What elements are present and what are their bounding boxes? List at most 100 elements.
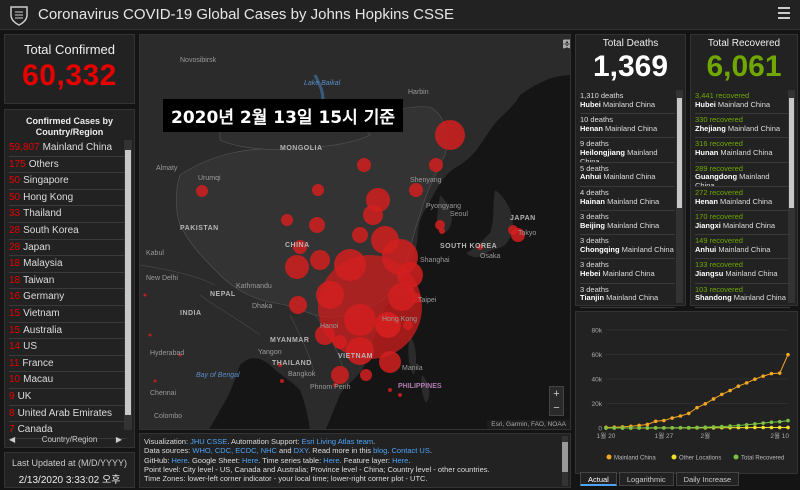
recovered-list-item[interactable]: 289 recovered Guangdong Mainland China	[695, 163, 790, 187]
zoom-out-button[interactable]: −	[553, 402, 560, 414]
deaths-list-item[interactable]: 3 deaths Hebei Mainland China	[580, 259, 675, 284]
zoom-control: + −	[549, 386, 564, 416]
country-case-count: 18	[9, 274, 21, 286]
total-deaths-value: 1,369	[592, 50, 669, 83]
data-point	[645, 426, 650, 430]
info-link[interactable]: WHO, CDC, ECDC, NHC	[192, 446, 277, 456]
recovered-scrollbar[interactable]	[788, 90, 795, 303]
country-list-item[interactable]: 7 Canada	[9, 422, 127, 439]
deaths-count: 1,310 deaths	[580, 91, 624, 100]
recovered-place: Hubei	[695, 99, 716, 109]
country-list-item[interactable]: 14 US	[9, 339, 127, 356]
deaths-list-item[interactable]: 4 deaths Hainan Mainland China	[580, 187, 675, 211]
map-label: Dhaka	[252, 303, 273, 310]
deaths-list-item[interactable]: 3 deaths Tianjin Mainland China	[580, 284, 675, 308]
country-list-scrollbar[interactable]	[124, 140, 132, 430]
deaths-count: 4 deaths	[580, 187, 609, 197]
info-line: Point level: City level - US, Canada and…	[144, 465, 566, 474]
chart-tab[interactable]: Logarithmic	[618, 472, 674, 486]
info-link[interactable]: Contact US	[391, 446, 430, 456]
map-label: INDIA	[180, 310, 202, 317]
info-link[interactable]: Here	[392, 455, 409, 465]
info-link[interactable]: DXY	[293, 446, 309, 456]
data-point	[728, 424, 732, 428]
chart-tabs: Actual Logarithmic Daily Increase	[580, 472, 740, 486]
country-list-item[interactable]: 10 Macau	[9, 372, 127, 389]
deaths-list-item[interactable]: 9 deaths Heilongjiang Mainland China	[580, 138, 675, 163]
country-list-item[interactable]: 50 Singapore	[9, 173, 127, 190]
country-list-item[interactable]: 28 Japan	[9, 240, 127, 257]
country-name: Singapore	[23, 175, 69, 187]
info-link[interactable]: Here	[171, 455, 188, 465]
recovered-list-item[interactable]: 170 recovered Jiangxi Mainland China	[695, 211, 790, 236]
country-list-item[interactable]: 18 Malaysia	[9, 256, 127, 273]
deaths-list-item[interactable]: 3 deaths Chongqing Mainland China	[580, 235, 675, 260]
prev-page-icon[interactable]: ◀	[9, 435, 16, 444]
map-label: New Delhi	[146, 275, 178, 282]
info-text: Data sources:	[144, 446, 193, 456]
country-list-item[interactable]: 18 Taiwan	[9, 273, 127, 290]
country-list-item[interactable]: 175 Others	[9, 157, 127, 174]
info-link[interactable]: JHU CSSE	[190, 437, 228, 446]
next-page-icon[interactable]: ▶	[115, 435, 122, 444]
info-link[interactable]: blog	[373, 446, 388, 456]
map-label: Kathmandu	[236, 283, 272, 290]
world-map[interactable]: Novosibirsk Lake Baikal MONGOLIA Harbin Shen…	[139, 34, 571, 430]
deaths-list-item[interactable]: 1,310 deaths Hubei Mainland China	[580, 90, 675, 115]
map-label: Phnom Penh	[310, 384, 351, 391]
country-case-count: 50	[9, 191, 21, 203]
total-confirmed-panel: Total Confirmed 60,332	[4, 34, 135, 104]
deaths-list-item[interactable]: 3 deaths Beijing Mainland China	[580, 211, 675, 236]
recovered-list-item[interactable]: 133 recovered Jiangsu Mainland China	[695, 259, 790, 284]
basemap-gallery-icon[interactable]	[562, 39, 571, 49]
legend-swatch	[671, 454, 677, 460]
info-scrollbar[interactable]	[562, 436, 568, 486]
country-list-item[interactable]: 9 UK	[9, 389, 127, 406]
recovered-list-item[interactable]: 149 recovered Anhui Mainland China	[695, 235, 790, 260]
info-link[interactable]: Here	[241, 455, 259, 465]
data-point	[777, 425, 782, 430]
deaths-scrollbar[interactable]	[676, 90, 683, 303]
info-text: . Time series table:	[258, 455, 324, 465]
country-list-item[interactable]: 11 France	[9, 356, 127, 373]
hamburger-menu-icon[interactable]	[778, 7, 790, 19]
map-label: Chennai	[150, 390, 177, 397]
country-list-item[interactable]: 59,807 Mainland China	[9, 140, 127, 157]
case-bubbles[interactable]	[143, 120, 526, 397]
recovered-list-item[interactable]: 3,441 recovered Hubei Mainland China	[695, 90, 790, 115]
deaths-list-item[interactable]: 5 deaths Anhui Mainland China	[580, 163, 675, 187]
info-link[interactable]: Esri Living Atlas team	[301, 437, 374, 446]
deaths-count: 10 deaths	[580, 115, 613, 125]
recovered-list-item[interactable]: 272 recovered Henan Mainland China	[695, 187, 790, 211]
country-list-item[interactable]: 15 Australia	[9, 323, 127, 340]
deaths-list-item[interactable]: 10 deaths Henan Mainland China	[580, 114, 675, 139]
data-point	[653, 426, 658, 430]
data-point	[786, 352, 790, 357]
country-list-item[interactable]: 28 South Korea	[9, 223, 127, 240]
info-link[interactable]: Here	[323, 455, 340, 465]
country-list-item[interactable]: 50 Hong Kong	[9, 190, 127, 207]
data-point	[703, 402, 708, 406]
chart-tab[interactable]: Daily Increase	[675, 472, 740, 486]
deaths-region: Mainland China	[602, 123, 658, 133]
recovered-list-item[interactable]: 330 recovered Zhejiang Mainland China	[695, 114, 790, 139]
country-case-count: 16	[9, 291, 21, 303]
deaths-place: Henan	[580, 123, 603, 133]
country-list-item[interactable]: 33 Thailand	[9, 206, 127, 223]
map-attribution: Esri, Garmin, FAO, NOAA	[487, 420, 570, 429]
data-point	[711, 425, 716, 429]
country-name: Others	[28, 158, 59, 170]
recovered-list-item[interactable]: 316 recovered Hunan Mainland China	[695, 138, 790, 163]
series-line	[605, 354, 789, 428]
country-list-item[interactable]: 15 Vietnam	[9, 306, 127, 323]
y-tick-label: 40k	[592, 377, 603, 384]
country-case-count: 175	[9, 158, 26, 170]
country-list-item[interactable]: 8 United Arab Emirates	[9, 406, 127, 423]
map-label: Osaka	[480, 253, 501, 260]
country-list-item[interactable]: 16 Germany	[9, 289, 127, 306]
cases-line-chart[interactable]: 0 20k 40k 60k 80k 1월 20 1월 27 2월 2월 10 Mainland C…	[576, 312, 799, 475]
country-name: United Arab Emirates	[17, 407, 113, 419]
chart-tab[interactable]: Actual	[580, 472, 617, 486]
zoom-in-button[interactable]: +	[553, 388, 560, 400]
recovered-list-item[interactable]: 103 recovered Shandong Mainland China	[695, 284, 790, 308]
